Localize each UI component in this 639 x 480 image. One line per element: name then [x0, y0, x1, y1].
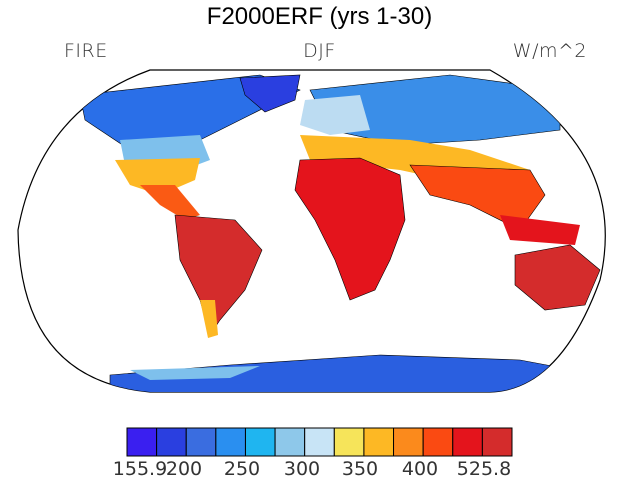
map-title: F2000ERF (yrs 1-30): [206, 3, 433, 30]
colorbar-tick-label: 300: [283, 458, 321, 480]
colorbar-swatch: [333, 427, 365, 457]
maritime-asia: [500, 215, 580, 245]
colorbar-swatch: [481, 427, 513, 457]
colorbar-swatch: [185, 427, 217, 457]
colorbar-swatch: [244, 427, 276, 457]
colorbar-swatch: [126, 427, 158, 457]
north-america-warm: [115, 158, 200, 195]
colorbar-swatch: [422, 427, 454, 457]
africa: [294, 157, 406, 301]
south-america-tip: [200, 300, 218, 338]
colorbar-tick-label: 350: [341, 458, 379, 480]
colorbar-tick-label: 525.8: [456, 458, 512, 480]
colorbar-tick-label: 400: [401, 458, 439, 480]
colorbar-swatch: [215, 427, 246, 457]
colorbar-tick-label: 155.9: [112, 458, 168, 480]
australia: [514, 244, 601, 311]
colorbar-swatch: [393, 427, 424, 457]
colorbar-tick-label: 250: [223, 458, 261, 480]
colorbar-swatch: [156, 427, 187, 457]
greenland: [239, 74, 301, 113]
antarctica-edge: [130, 366, 260, 380]
units-label: W/m^2: [512, 40, 587, 62]
europe-light: [300, 95, 370, 135]
variable-label: FIRE: [64, 40, 108, 62]
season-label: DJF: [303, 40, 336, 62]
colorbar-swatch: [363, 427, 395, 457]
south-america: [174, 214, 263, 336]
colorbar-tick-label: 200: [165, 458, 203, 480]
colorbar-swatch: [452, 427, 483, 457]
colorbar-swatch: [304, 427, 335, 457]
colorbar-swatch: [274, 427, 306, 457]
central-america: [140, 185, 200, 220]
